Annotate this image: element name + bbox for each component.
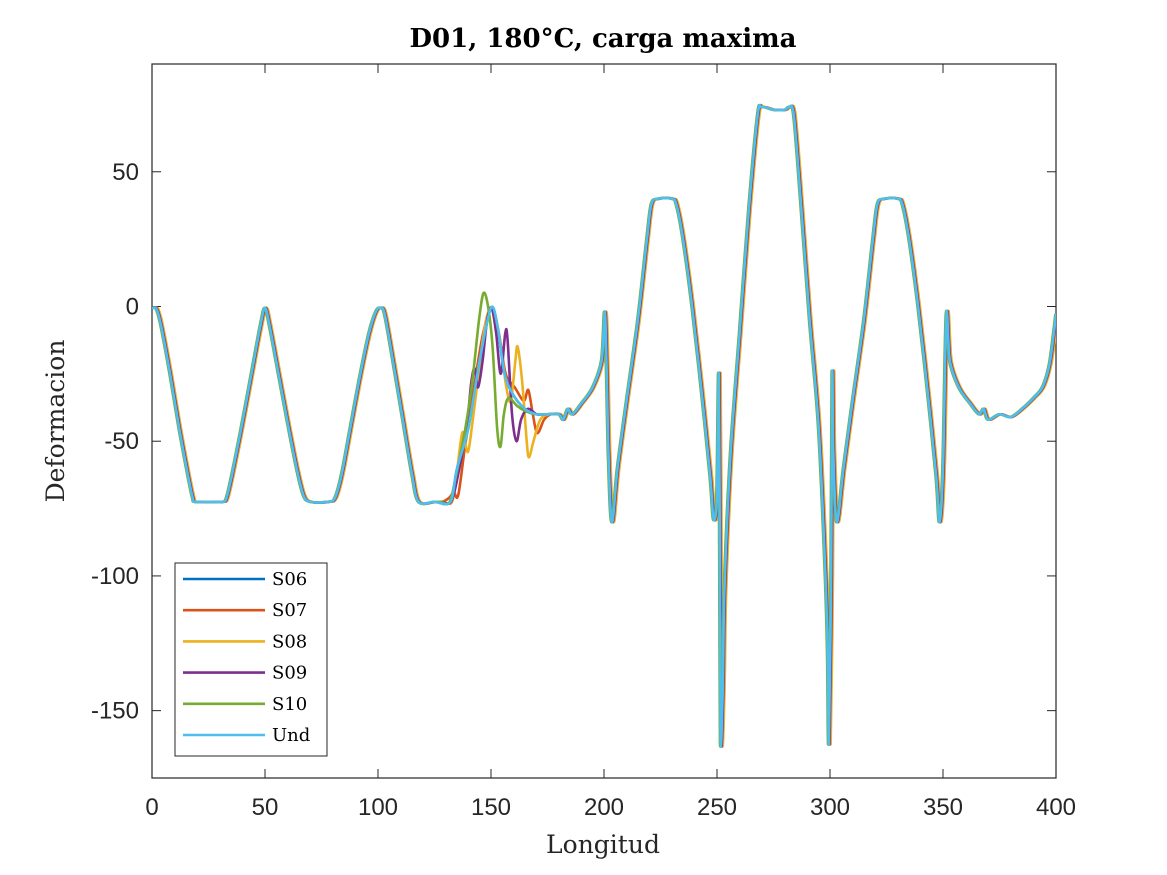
y-tick-label: -150 xyxy=(91,698,139,725)
x-tick-label: 100 xyxy=(358,794,398,821)
y-tick-label: -100 xyxy=(91,563,139,590)
legend-label-s06: S06 xyxy=(272,569,307,590)
chart-title: D01, 180°C, carga maxima xyxy=(410,24,797,54)
y-tick-label: -50 xyxy=(104,428,139,455)
x-tick-label: 350 xyxy=(923,794,963,821)
series-lines xyxy=(152,103,1056,748)
series-line-und xyxy=(152,103,1056,748)
x-axis-label: Longitud xyxy=(546,830,660,859)
x-tick-label: 200 xyxy=(584,794,624,821)
x-tick-label: 0 xyxy=(145,794,158,821)
y-tick-label: 0 xyxy=(126,293,139,320)
x-tick-label: 400 xyxy=(1036,794,1076,821)
x-tick-label: 150 xyxy=(471,794,511,821)
x-tick-label: 300 xyxy=(810,794,850,821)
legend-label-s09: S09 xyxy=(272,663,307,684)
y-axis: -150 -100 -50 0 50 xyxy=(91,159,1056,725)
y-axis-label: Deformacion xyxy=(41,340,70,503)
x-tick-label: 50 xyxy=(252,794,279,821)
legend-label-s07: S07 xyxy=(272,600,307,621)
legend-label-und: Und xyxy=(272,725,310,746)
y-tick-label: 50 xyxy=(112,159,139,186)
legend-label-s10: S10 xyxy=(272,694,307,715)
legend-box xyxy=(174,562,328,757)
x-axis: 0 50 100 150 200 250 300 350 400 xyxy=(145,64,1076,821)
legend: S06 S07 S08 S09 S10 Und xyxy=(174,562,328,757)
x-tick-label: 250 xyxy=(697,794,737,821)
legend-label-s08: S08 xyxy=(272,631,307,652)
